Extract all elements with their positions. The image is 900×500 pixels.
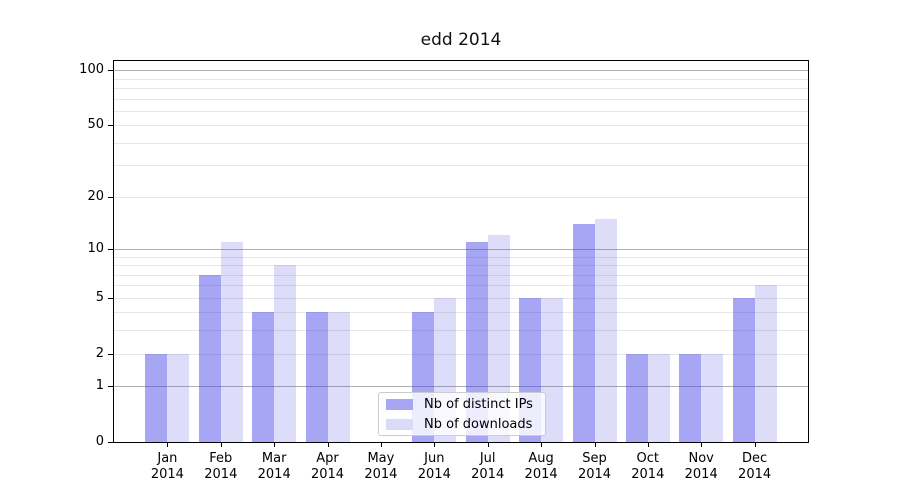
x-tick-label: Jun 2014 — [417, 451, 451, 482]
x-tick-mark — [327, 443, 329, 447]
x-tick-mark — [487, 443, 489, 447]
gridline — [114, 88, 808, 89]
legend-label: Nb of downloads — [424, 416, 533, 432]
y-tick-label: 10 — [87, 240, 104, 256]
bar-mar-distinct-ips — [252, 312, 275, 442]
gridline — [114, 70, 808, 72]
gridline — [114, 297, 808, 299]
y-tick-mark — [108, 353, 113, 355]
y-tick-label: 100 — [79, 62, 104, 78]
x-tick-label: Mar 2014 — [257, 451, 291, 482]
y-tick-mark — [108, 196, 113, 198]
bar-jul-downloads — [487, 235, 510, 442]
x-tick-mark — [274, 443, 276, 447]
bar-jan-downloads — [167, 353, 190, 442]
x-tick-label: Feb 2014 — [204, 451, 238, 482]
x-tick-mark — [701, 443, 703, 447]
bar-nov-distinct-ips — [679, 353, 702, 442]
legend-swatch-downloads — [386, 418, 413, 430]
x-tick-mark — [434, 443, 436, 447]
y-tick-mark — [108, 442, 113, 443]
gridline — [114, 142, 808, 144]
x-tick-mark — [220, 443, 222, 447]
y-tick-mark — [108, 386, 113, 388]
legend-label: Nb of distinct IPs — [424, 396, 533, 412]
bar-mar-downloads — [274, 265, 297, 442]
bar-jan-distinct-ips — [145, 353, 168, 442]
x-tick-label: Oct 2014 — [631, 451, 665, 482]
x-tick-mark — [167, 443, 169, 447]
y-tick-label: 50 — [87, 117, 104, 133]
gridline — [114, 196, 808, 198]
bar-nov-downloads — [701, 353, 724, 442]
y-tick-label: 5 — [95, 289, 104, 305]
y-tick-mark — [108, 125, 113, 127]
plot-area — [113, 60, 809, 443]
bar-aug-downloads — [541, 297, 564, 442]
y-tick-label: 2 — [95, 345, 104, 361]
x-tick-label: Nov 2014 — [684, 451, 718, 482]
y-tick-label: 20 — [87, 188, 104, 204]
bar-dec-distinct-ips — [732, 297, 755, 442]
x-tick-label: May 2014 — [364, 451, 398, 482]
legend-item-downloads: Nb of downloads — [386, 415, 545, 433]
x-tick-label: Jul 2014 — [471, 451, 505, 482]
x-tick-label: Sep 2014 — [577, 451, 612, 482]
bar-feb-distinct-ips — [198, 274, 221, 442]
bar-sep-distinct-ips — [572, 223, 595, 442]
x-tick-mark — [594, 443, 596, 447]
legend-swatch-distinct-ips — [386, 398, 413, 410]
bar-sep-downloads — [594, 218, 617, 442]
x-tick-label: Aug 2014 — [524, 451, 558, 482]
bar-feb-downloads — [220, 241, 243, 442]
gridline — [114, 330, 808, 332]
bar-apr-downloads — [327, 312, 350, 442]
y-tick-mark — [108, 248, 113, 250]
gridline — [114, 78, 808, 80]
gridline — [114, 274, 808, 276]
gridline — [114, 98, 808, 100]
gridline — [114, 312, 808, 314]
bar-jul-distinct-ips — [465, 241, 488, 442]
y-tick-label: 1 — [95, 378, 104, 394]
gridline — [114, 125, 808, 127]
y-tick-mark — [108, 297, 113, 299]
gridline — [114, 256, 808, 258]
gridline — [114, 285, 808, 287]
x-tick-mark — [647, 443, 649, 447]
gridline — [114, 265, 808, 266]
gridline — [114, 248, 808, 250]
legend-item-distinct-ips: Nb of distinct IPs — [386, 395, 545, 413]
gridline — [114, 110, 808, 112]
x-tick-label: Dec 2014 — [738, 451, 772, 482]
x-tick-mark — [754, 443, 756, 447]
y-tick-mark — [108, 70, 113, 72]
bar-apr-distinct-ips — [305, 312, 328, 442]
x-tick-mark — [541, 443, 543, 447]
gridline — [114, 165, 808, 167]
x-tick-label: Jan 2014 — [150, 451, 184, 482]
bar-dec-downloads — [754, 285, 777, 442]
x-tick-label: Apr 2014 — [310, 451, 345, 482]
gridline — [114, 353, 808, 355]
bar-oct-downloads — [647, 353, 670, 442]
chart-title: edd 2014 — [420, 30, 502, 50]
x-tick-mark — [380, 443, 382, 447]
legend-box: Nb of distinct IPs Nb of downloads — [378, 392, 546, 436]
gridline — [114, 386, 808, 388]
y-tick-label: 0 — [95, 434, 104, 449]
bar-oct-distinct-ips — [625, 353, 648, 442]
